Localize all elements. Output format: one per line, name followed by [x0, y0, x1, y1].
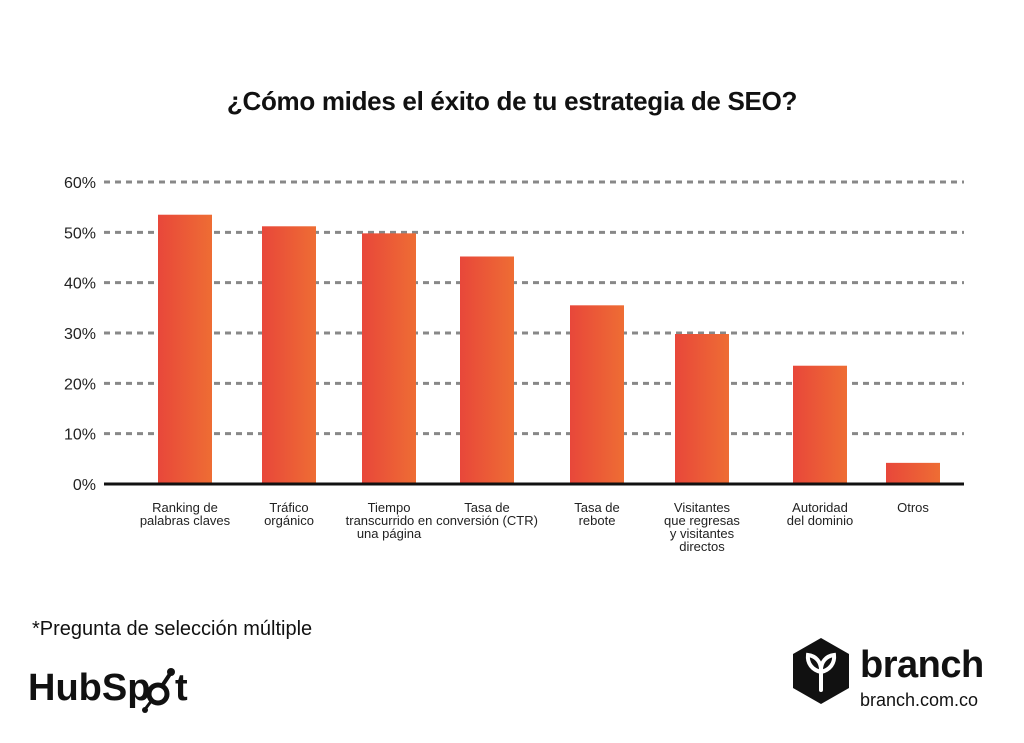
chart-title: ¿Cómo mides el éxito de tu estrategia de…: [226, 86, 798, 116]
x-category-label: Tasa de conversión (CTR): [436, 500, 538, 528]
x-category-label: Ranking de palabras claves: [140, 500, 231, 528]
svg-text:HubSp: HubSp: [28, 667, 150, 709]
bar: [570, 305, 624, 484]
bar: [460, 256, 514, 484]
y-tick-label: 50%: [64, 225, 96, 242]
y-tick-label: 20%: [64, 376, 96, 393]
branch-brand-name: branch: [860, 644, 984, 686]
x-category-label: Tráfico orgánico: [264, 500, 314, 528]
x-category-label: Otros: [897, 500, 929, 515]
x-category-label: Tiempo transcurrido en una página: [346, 500, 433, 541]
hubspot-logo: HubSp t: [28, 667, 188, 713]
svg-text:t: t: [175, 667, 188, 709]
bar: [362, 233, 416, 484]
footnote: *Pregunta de selección múltiple: [32, 618, 313, 640]
bar: [262, 226, 316, 484]
y-tick-label: 40%: [64, 276, 96, 293]
category-labels: Ranking de palabras claves Tráfico orgánico…: [140, 500, 930, 554]
x-category-label: Autoridad del dominio: [787, 500, 854, 528]
y-tick-label: 30%: [64, 326, 96, 343]
bar-chart: 0% 10% 20% 30% 40% 50% 60% Ranking de palabras …: [64, 175, 964, 554]
x-category-label: Tasa de rebote: [574, 500, 620, 528]
y-tick-label: 10%: [64, 427, 96, 444]
bars: [158, 214, 940, 484]
y-tick-label: 0%: [73, 477, 96, 494]
y-tick-label: 60%: [64, 175, 96, 192]
bar: [675, 334, 729, 484]
bar: [793, 365, 847, 484]
grid-lines: [104, 180, 964, 436]
bar: [886, 462, 940, 484]
branch-url: branch.com.co: [860, 690, 979, 710]
y-axis-ticks: 0% 10% 20% 30% 40% 50% 60%: [64, 175, 96, 494]
branch-logo-icon: [793, 638, 849, 704]
bar: [158, 214, 212, 484]
x-category-label: Visitantes que regresas y visitantes direct…: [664, 500, 740, 554]
